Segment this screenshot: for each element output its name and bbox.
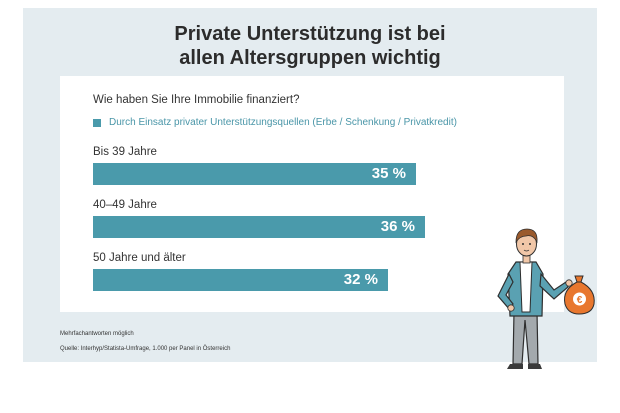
- euro-icon: €: [577, 295, 583, 306]
- money-bag-icon: €: [564, 275, 595, 315]
- chart-card: Wie haben Sie Ihre Immobilie finanziert?…: [60, 76, 595, 369]
- bar-value-label: 35 %: [371, 165, 406, 182]
- man-holding-money-bag-illustration: €: [497, 228, 595, 369]
- category-label: Bis 39 Jahre: [93, 146, 157, 158]
- bar: 36 %: [93, 216, 425, 238]
- survey-question: Wie haben Sie Ihre Immobilie finanziert?: [93, 94, 300, 106]
- footnote-source: Quelle: Interhyp/Statista-Umfrage, 1.000…: [60, 346, 231, 352]
- legend-swatch: [93, 118, 101, 127]
- bar: 32 %: [93, 269, 388, 291]
- title-line-1: Private Unterstützung ist bei: [174, 23, 446, 45]
- legend: Durch Einsatz privater Unterstützungsque…: [93, 117, 457, 128]
- bar-value-label: 32 %: [343, 271, 378, 288]
- chart-title: Private Unterstützung ist bei allen Alte…: [23, 22, 597, 70]
- bar: 35 %: [93, 163, 416, 185]
- infographic-panel: Private Unterstützung ist bei allen Alte…: [23, 8, 597, 369]
- category-label: 40–49 Jahre: [93, 199, 157, 211]
- legend-label: Durch Einsatz privater Unterstützungsque…: [109, 117, 457, 128]
- title-line-2: allen Altersgruppen wichtig: [179, 47, 441, 69]
- footnote-multiple-answers: Mehrfachantworten möglich: [60, 331, 134, 337]
- bar-value-label: 36 %: [380, 218, 415, 235]
- category-label: 50 Jahre und älter: [93, 252, 186, 264]
